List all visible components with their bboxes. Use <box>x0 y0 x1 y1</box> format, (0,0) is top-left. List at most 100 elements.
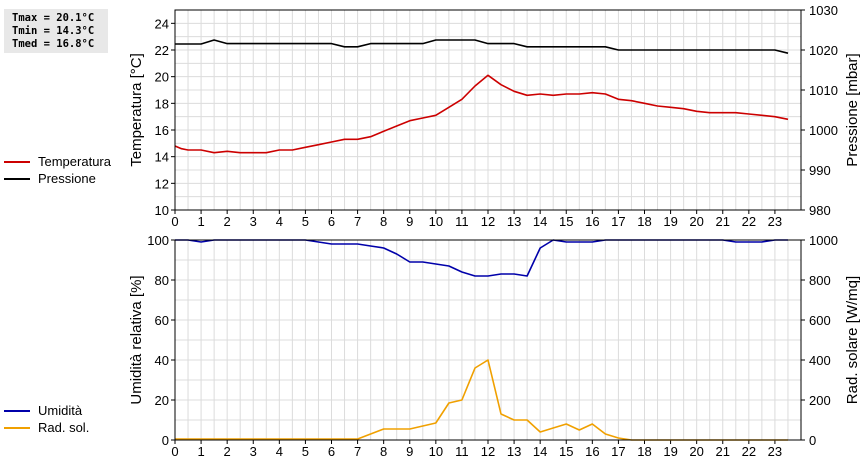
y2tick-label-0-0: 980 <box>809 203 831 218</box>
xtick-label-0-10: 10 <box>429 214 443 229</box>
xtick-label-1-11: 11 <box>455 444 469 459</box>
xtick-label-0-4: 4 <box>276 214 283 229</box>
xtick-label-1-1: 1 <box>197 444 204 459</box>
xtick-label-1-22: 22 <box>742 444 756 459</box>
legend-label-temperatura: Temperatura <box>38 154 111 169</box>
ytick-label-0-5: 20 <box>155 70 169 85</box>
ylabel-1: Umidità relativa [%] <box>128 275 145 404</box>
xtick-label-1-23: 23 <box>768 444 782 459</box>
y2label-0: Pressione [mbar] <box>844 53 860 166</box>
xtick-label-0-9: 9 <box>406 214 413 229</box>
xtick-label-0-22: 22 <box>742 214 756 229</box>
xtick-label-0-2: 2 <box>224 214 231 229</box>
xtick-label-0-14: 14 <box>533 214 547 229</box>
y2label-1: Rad. solare [W/mq] <box>844 276 860 404</box>
xtick-label-1-4: 4 <box>276 444 283 459</box>
xtick-label-0-6: 6 <box>328 214 335 229</box>
plot-frame-0 <box>174 9 802 211</box>
xtick-label-0-8: 8 <box>380 214 387 229</box>
xtick-label-1-14: 14 <box>533 444 547 459</box>
y2tick-label-0-4: 1020 <box>809 43 838 58</box>
legend-label-umidita: Umidità <box>38 403 83 418</box>
xtick-label-0-11: 11 <box>455 214 469 229</box>
legend-swatch-umidita <box>4 409 30 412</box>
ytick-label-0-7: 24 <box>155 16 169 31</box>
plot-frame-1 <box>174 239 802 441</box>
xtick-label-0-13: 13 <box>507 214 521 229</box>
xtick-label-0-20: 20 <box>689 214 703 229</box>
y2tick-label-1-5: 1000 <box>809 233 838 248</box>
y2tick-label-1-4: 800 <box>809 273 831 288</box>
ytick-label-1-2: 40 <box>155 353 169 368</box>
tmin-label: Tmin = 14.3°C <box>12 25 95 37</box>
legend-item-pressione: Pressione <box>4 170 111 187</box>
xtick-label-1-18: 18 <box>637 444 651 459</box>
xtick-label-1-12: 12 <box>481 444 495 459</box>
xtick-label-1-15: 15 <box>559 444 573 459</box>
series-line-pressione <box>175 39 789 54</box>
ylabel-0: Temperatura [°C] <box>128 53 145 167</box>
xtick-label-1-7: 7 <box>354 444 361 459</box>
y2tick-label-1-3: 600 <box>809 313 831 328</box>
xtick-label-1-5: 5 <box>302 444 309 459</box>
legend-swatch-rad-sol <box>4 426 30 429</box>
xtick-label-0-5: 5 <box>302 214 309 229</box>
series-line-temperatura <box>174 74 789 154</box>
xtick-label-1-10: 10 <box>429 444 443 459</box>
xtick-label-0-0: 0 <box>171 214 178 229</box>
xtick-label-1-6: 6 <box>328 444 335 459</box>
ytick-label-0-6: 22 <box>155 43 169 58</box>
xtick-label-1-20: 20 <box>689 444 703 459</box>
y2tick-label-0-2: 1000 <box>809 123 838 138</box>
y2tick-label-1-0: 0 <box>809 433 816 448</box>
y2tick-label-0-5: 1030 <box>809 3 838 18</box>
xtick-label-0-12: 12 <box>481 214 495 229</box>
ytick-label-0-3: 16 <box>155 123 169 138</box>
ytick-label-0-2: 14 <box>155 150 169 165</box>
legend-item-rad-sol: Rad. sol. <box>4 419 89 436</box>
xtick-label-1-17: 17 <box>611 444 625 459</box>
xtick-label-1-19: 19 <box>663 444 677 459</box>
xtick-label-0-18: 18 <box>637 214 651 229</box>
legend-label-pressione: Pressione <box>38 171 96 186</box>
xtick-label-1-3: 3 <box>250 444 257 459</box>
xtick-label-1-16: 16 <box>585 444 599 459</box>
ytick-label-1-1: 20 <box>155 393 169 408</box>
ytick-label-0-4: 18 <box>155 96 169 111</box>
legend-bottom: Umidità Rad. sol. <box>4 402 89 436</box>
legend-swatch-temperatura <box>4 160 30 163</box>
legend-label-rad-sol: Rad. sol. <box>38 420 90 435</box>
xtick-label-0-1: 1 <box>197 214 204 229</box>
tmed-label: Tmed = 16.8°C <box>12 38 95 50</box>
ytick-label-1-5: 100 <box>147 233 169 248</box>
xtick-label-0-16: 16 <box>585 214 599 229</box>
stats-box: Tmax = 20.1°C Tmin = 14.3°C Tmed = 16.8°… <box>4 9 108 53</box>
xtick-label-0-21: 21 <box>716 214 730 229</box>
y2tick-label-1-2: 400 <box>809 353 831 368</box>
y2tick-label-1-1: 200 <box>809 393 831 408</box>
ytick-label-0-1: 12 <box>155 176 169 191</box>
ytick-label-1-0: 0 <box>162 433 169 448</box>
ytick-label-1-4: 80 <box>155 273 169 288</box>
legend-item-umidita: Umidità <box>4 402 89 419</box>
legend-swatch-pressione <box>4 177 30 180</box>
xtick-label-0-3: 3 <box>250 214 257 229</box>
ytick-label-1-3: 60 <box>155 313 169 328</box>
legend-item-temperatura: Temperatura <box>4 153 111 170</box>
xtick-label-0-19: 19 <box>663 214 677 229</box>
y2tick-label-0-1: 990 <box>809 163 831 178</box>
xtick-label-1-8: 8 <box>380 444 387 459</box>
xtick-label-1-13: 13 <box>507 444 521 459</box>
xtick-label-0-7: 7 <box>354 214 361 229</box>
xtick-label-1-9: 9 <box>406 444 413 459</box>
xtick-label-0-15: 15 <box>559 214 573 229</box>
xtick-label-0-17: 17 <box>611 214 625 229</box>
xtick-label-1-0: 0 <box>171 444 178 459</box>
xtick-label-0-23: 23 <box>768 214 782 229</box>
tmax-label: Tmax = 20.1°C <box>12 12 95 24</box>
xtick-label-1-2: 2 <box>224 444 231 459</box>
legend-top: Temperatura Pressione <box>4 153 111 187</box>
y2tick-label-0-3: 1010 <box>809 83 838 98</box>
xtick-label-1-21: 21 <box>716 444 730 459</box>
